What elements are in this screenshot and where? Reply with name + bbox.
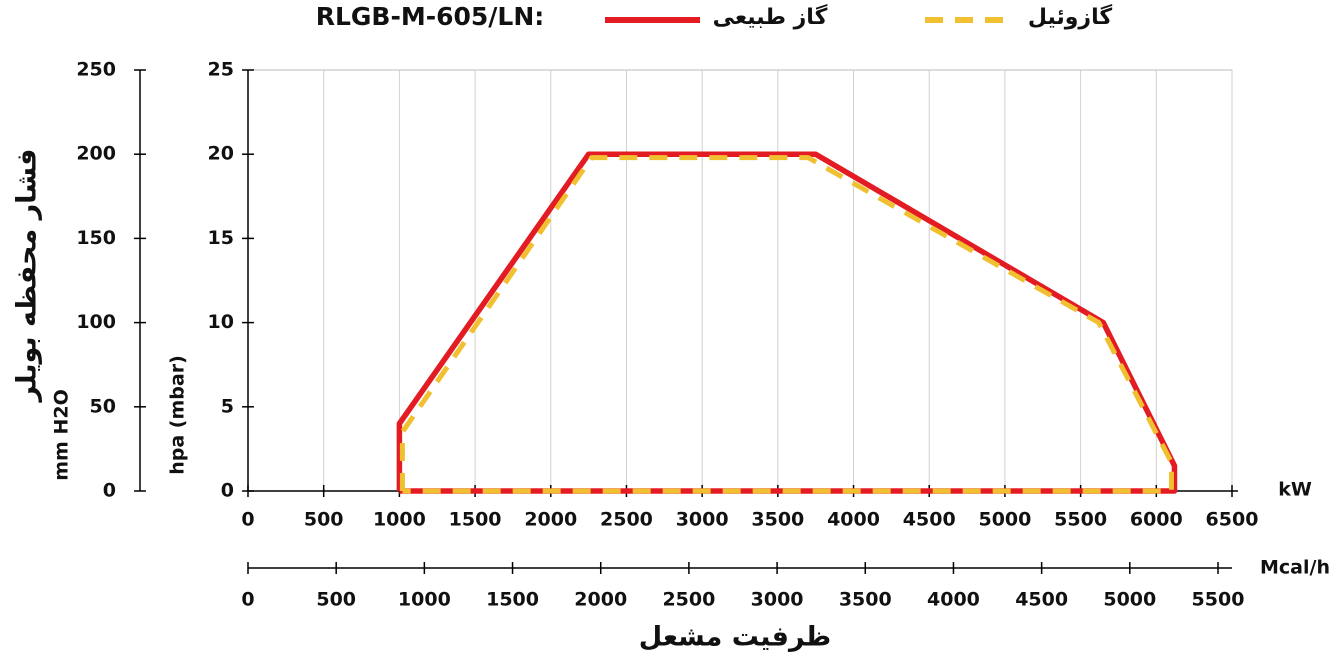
y-axis-label: hpa (mbar)	[167, 355, 189, 475]
y-tick-label: 25	[208, 59, 234, 81]
x-tick-label: 0	[241, 509, 254, 531]
y2-tick-label: 250	[76, 59, 116, 81]
x-tick-label: 2500	[600, 509, 653, 531]
legend-label: گازوئیل	[1028, 3, 1112, 30]
x2-tick-label: 5000	[1103, 589, 1156, 611]
plot-frame	[247, 69, 1233, 492]
x-tick-label: 1500	[449, 509, 502, 531]
y-tick-label: 20	[208, 143, 234, 165]
x2-axis-label: Mcal/h	[1260, 557, 1330, 579]
x2-tick-label: 500	[316, 589, 356, 611]
x-tick-label: 5000	[978, 509, 1031, 531]
y-tick-label: 10	[208, 311, 234, 333]
x-tick-label: 4500	[903, 509, 956, 531]
y2-tick-label: 200	[76, 143, 116, 165]
x-tick-label: 500	[304, 509, 344, 531]
y-tick-label: 5	[221, 395, 234, 417]
bottom-label: ظرفیت مشعل	[639, 622, 831, 653]
chart-title: RLGB-M-605/LN:	[316, 2, 545, 31]
x2-tick-label: 1000	[398, 589, 451, 611]
x2-tick-label: 3000	[751, 589, 804, 611]
x2-tick-label: 2500	[662, 589, 715, 611]
series-line	[396, 151, 1178, 494]
y2-axis-label: mm H2O	[51, 389, 73, 480]
x-tick-label: 1000	[373, 509, 426, 531]
x-tick-label: 6500	[1206, 509, 1259, 531]
y2-title: فشار محفظه بویلر	[12, 149, 43, 404]
x2-tick-label: 2000	[574, 589, 627, 611]
x-axis-label: kW	[1278, 479, 1312, 501]
y-tick-label: 15	[208, 227, 234, 249]
x-tick-label: 2000	[524, 509, 577, 531]
x-tick-label: 3500	[751, 509, 804, 531]
series-line	[399, 155, 1174, 494]
y-tick-label: 0	[221, 480, 234, 502]
x-tick-label: 6000	[1130, 509, 1183, 531]
x2-tick-label: 5500	[1192, 589, 1245, 611]
x2-tick-label: 4500	[1015, 589, 1068, 611]
x2-tick-label: 4000	[927, 589, 980, 611]
x2-tick-label: 0	[241, 589, 254, 611]
x2-tick-label: 3500	[839, 589, 892, 611]
x2-tick-label: 1500	[486, 589, 539, 611]
legend-label: گاز طبیعی	[713, 3, 828, 30]
y2-tick-label: 50	[90, 395, 116, 417]
x-tick-label: 3000	[676, 509, 729, 531]
y2-tick-label: 100	[76, 311, 116, 333]
y2-tick-label: 150	[76, 227, 116, 249]
x-tick-label: 4000	[827, 509, 880, 531]
y2-tick-label: 0	[103, 480, 116, 502]
x-tick-label: 5500	[1054, 509, 1107, 531]
